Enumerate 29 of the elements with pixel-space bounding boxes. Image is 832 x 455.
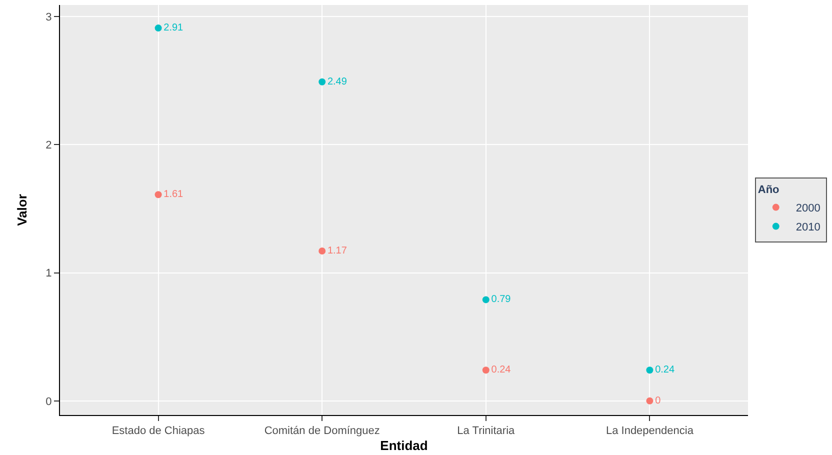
x-tick-label: La Independencia	[606, 425, 694, 438]
point	[154, 24, 162, 32]
data-label: 0.79	[491, 294, 512, 306]
y-tick-label: 3	[46, 11, 52, 24]
point	[154, 191, 162, 198]
y-tick-label: 1	[46, 268, 52, 280]
x-axis-title: Entidad	[380, 438, 428, 453]
x-tick-label: Estado de Chiapas	[112, 425, 206, 438]
legend-label: 2010	[796, 222, 820, 234]
point	[482, 296, 490, 304]
data-label: 1.61	[164, 189, 184, 200]
y-axis-title: Valor	[14, 194, 30, 226]
point	[318, 78, 326, 86]
data-label: 0	[655, 395, 662, 406]
data-label: 0.24	[491, 364, 512, 376]
point	[646, 366, 654, 374]
data-label: 0.24	[655, 364, 675, 376]
point	[318, 248, 326, 254]
x-tick-label: La Trinitaria	[457, 425, 516, 438]
legend-label: 2000	[796, 202, 820, 215]
data-label: 2.49	[327, 76, 348, 88]
legend-title: Año	[758, 184, 780, 196]
data-label: 1.17	[327, 246, 348, 256]
x-tick-label: Comitán de Domínguez	[264, 425, 380, 438]
point	[646, 397, 654, 404]
point	[482, 366, 490, 374]
data-label: 2.91	[164, 22, 184, 34]
y-tick-label: 0	[46, 396, 52, 408]
y-tick-label: 2	[46, 140, 52, 152]
